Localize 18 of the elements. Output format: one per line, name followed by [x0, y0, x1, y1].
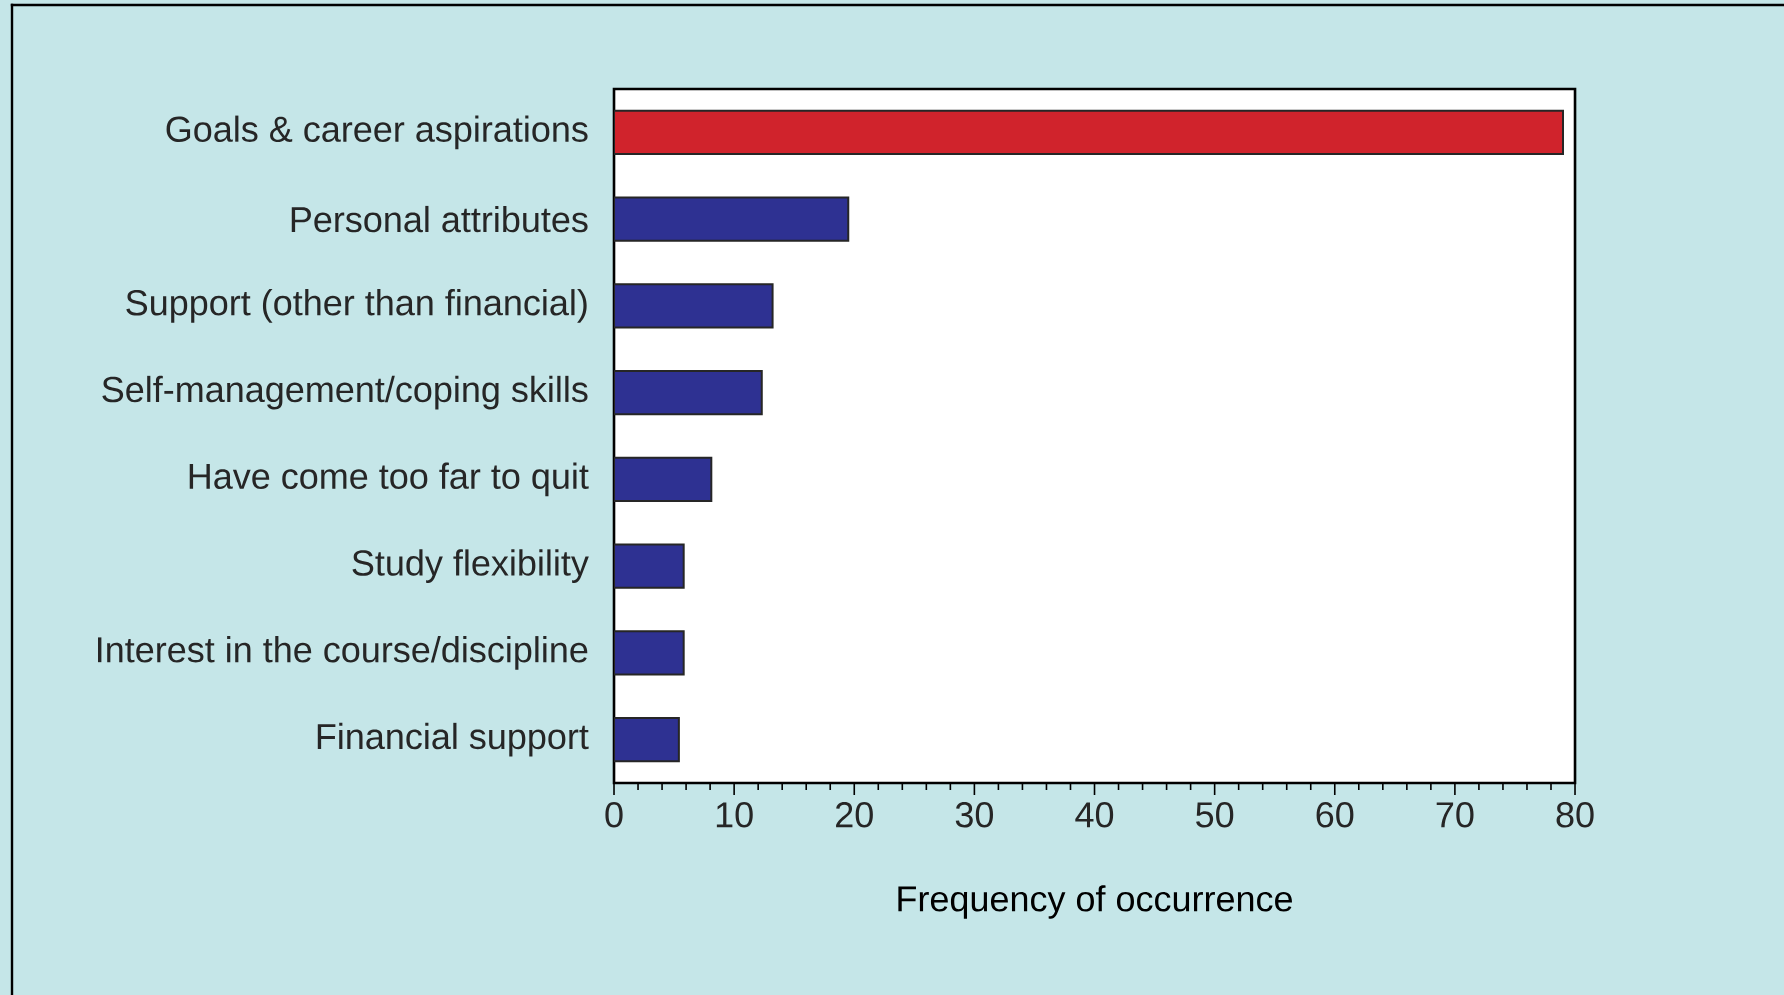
y-tick-label: Study flexibility [352, 549, 589, 583]
y-tick-label: Have come too far to quit [189, 462, 589, 497]
y-tick-label: Goals & career aspirations [166, 115, 588, 150]
x-tick-label: 30 [955, 802, 994, 828]
x-tick-label: 0 [605, 802, 623, 828]
x-tick-label: 50 [1196, 802, 1234, 828]
y-tick-label: Personal attributes [291, 205, 588, 233]
x-tick-label: 20 [836, 802, 873, 828]
x-tick-label: 40 [1075, 802, 1114, 828]
x-tick-label: 70 [1436, 802, 1474, 828]
x-tick-label: 10 [716, 802, 753, 828]
y-tick-label: Support (other than financial) [126, 289, 587, 323]
y-tick-label: Self-management/coping skills [102, 375, 588, 410]
x-tick-label: 80 [1556, 802, 1594, 828]
y-tick-label: Financial support [317, 722, 589, 757]
x-axis-title: Frequency of occurrence [898, 885, 1292, 919]
x-tick-label: 60 [1316, 802, 1354, 828]
y-tick-label: Interest in the course/discipline [98, 636, 588, 670]
